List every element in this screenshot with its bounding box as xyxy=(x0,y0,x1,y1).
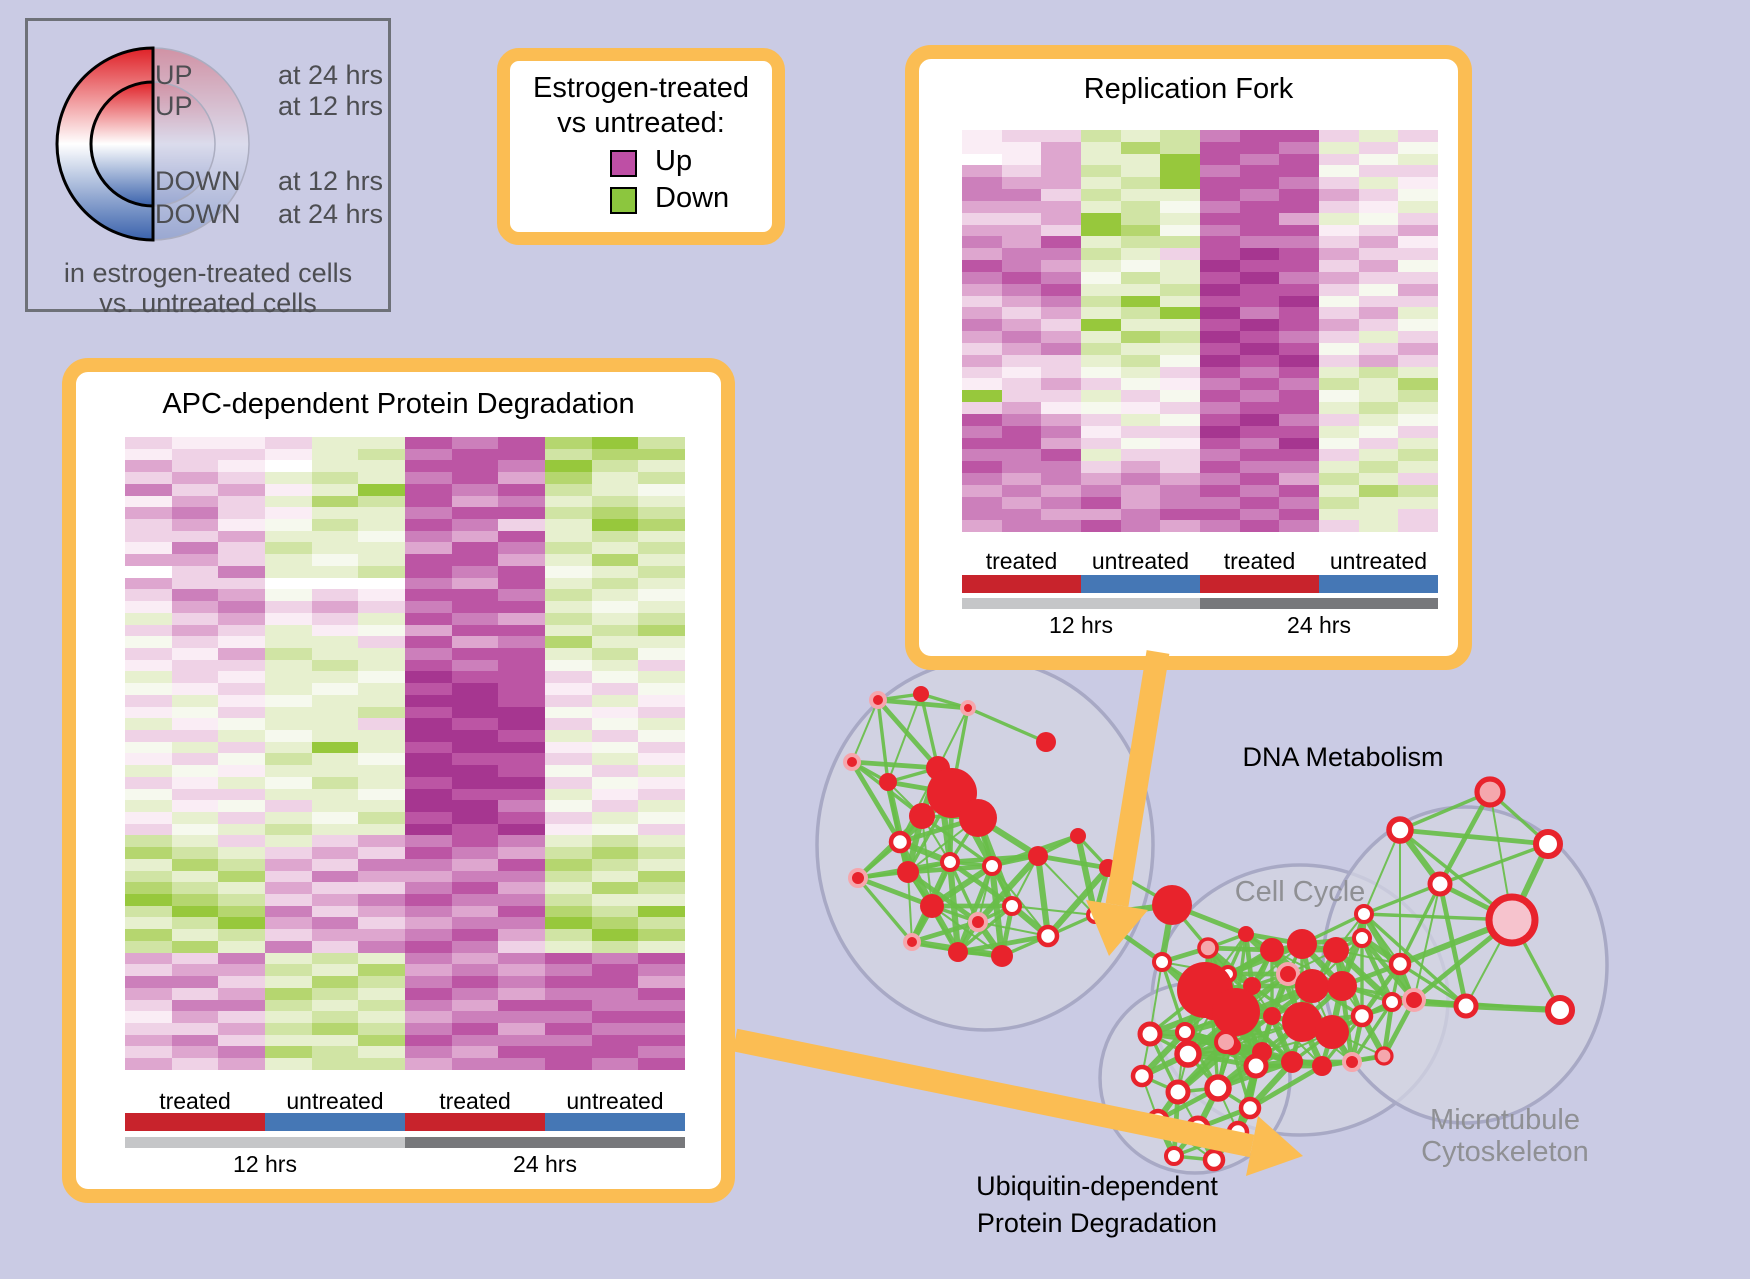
time-label: at 24 hrs xyxy=(278,60,384,90)
legend-title-line2: vs untreated: xyxy=(557,107,725,139)
updown-color-legend: Estrogen-treated vs untreated: Up Down xyxy=(497,48,785,245)
legend-item-up: Up xyxy=(510,145,772,182)
legend-item-down: Down xyxy=(510,182,772,219)
time-labels: 12 hrs 24 hrs xyxy=(125,1151,685,1178)
replication-fork-heatmap xyxy=(962,130,1439,533)
time-color-bar xyxy=(125,1137,685,1148)
up-color-swatch xyxy=(610,150,637,177)
group-label: treated xyxy=(159,1088,231,1114)
direction-label: DOWN xyxy=(155,199,241,229)
group-label: untreated xyxy=(1329,548,1428,574)
dna-metabolism-label: DNA Metabolism xyxy=(1242,742,1444,772)
time-label: at 12 hrs xyxy=(278,166,384,196)
apc-degradation-panel: APC-dependent Protein Degradation treate… xyxy=(62,358,735,1203)
legend-title-line1: Estrogen-treated xyxy=(532,72,749,104)
time-color-bar xyxy=(962,598,1438,609)
panel-title: APC-dependent Protein Degradation xyxy=(162,388,635,420)
up-label: Up xyxy=(655,145,693,177)
down-label: Down xyxy=(655,182,730,214)
time-label: 24 hrs xyxy=(1287,612,1351,638)
legend-caption-line2: vs. untreated cells xyxy=(99,288,317,318)
gradient-rings-icon xyxy=(55,46,250,242)
direction-label: DOWN xyxy=(155,166,241,196)
group-label: treated xyxy=(439,1088,511,1114)
time-label: 24 hrs xyxy=(513,1151,577,1177)
legend-caption-line1: in estrogen-treated cells xyxy=(63,258,353,288)
group-label: untreated xyxy=(566,1088,664,1114)
apc-heatmap xyxy=(125,437,686,1070)
time-label: 12 hrs xyxy=(1049,612,1113,638)
down-color-swatch xyxy=(610,187,637,214)
direction-label: UP xyxy=(155,91,193,121)
direction-label: UP xyxy=(155,60,193,90)
microtubule-cytoskeleton-label: Microtubule Cytoskeleton xyxy=(1350,1104,1660,1168)
time-labels: 12 hrs 24 hrs xyxy=(962,612,1438,639)
ubiquitin-degradation-label: Ubiquitin-dependent Protein Degradation xyxy=(947,1168,1247,1242)
ubiquitin-line1: Ubiquitin-dependent xyxy=(976,1171,1218,1201)
gradient-ring-legend: UP at 24 hrs UP at 12 hrs DOWN at 12 hrs… xyxy=(25,18,391,318)
time-label: at 24 hrs xyxy=(278,199,384,229)
group-label: untreated xyxy=(1091,548,1190,574)
condition-labels: treated untreated treated untreated xyxy=(962,548,1438,575)
cell-cycle-label: Cell Cycle xyxy=(1234,876,1366,908)
condition-color-bar xyxy=(962,575,1438,593)
network-nodes xyxy=(843,686,1575,1172)
condition-labels: treated untreated treated untreated xyxy=(125,1088,685,1115)
time-label: 12 hrs xyxy=(233,1151,297,1177)
group-label: untreated xyxy=(286,1088,384,1114)
group-label: treated xyxy=(1223,548,1296,574)
replication-fork-panel: Replication Fork treated untreated treat… xyxy=(905,45,1472,670)
time-label: at 12 hrs xyxy=(278,91,384,121)
microtubule-line2: Cytoskeleton xyxy=(1421,1136,1589,1168)
microtubule-line1: Microtubule xyxy=(1430,1104,1580,1136)
panel-title: Replication Fork xyxy=(1083,73,1294,105)
condition-color-bar xyxy=(125,1113,685,1131)
group-label: treated xyxy=(985,548,1058,574)
ubiquitin-line2: Protein Degradation xyxy=(976,1208,1218,1238)
